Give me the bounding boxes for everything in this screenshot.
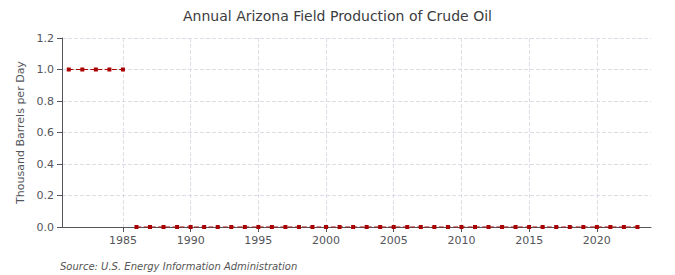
svg-text:Source: U.S. Energy Informatio: Source: U.S. Energy Information Administ…	[60, 261, 297, 272]
svg-text:0.6: 0.6	[37, 126, 55, 139]
svg-text:2020: 2020	[583, 234, 611, 247]
svg-text:0.8: 0.8	[37, 95, 55, 108]
svg-text:1.0: 1.0	[37, 63, 55, 76]
svg-text:1985: 1985	[109, 234, 137, 247]
svg-text:1.2: 1.2	[37, 32, 55, 45]
svg-text:2000: 2000	[312, 234, 340, 247]
svg-text:0.0: 0.0	[37, 221, 55, 234]
svg-text:0.2: 0.2	[37, 189, 55, 202]
svg-text:0.4: 0.4	[37, 158, 55, 171]
svg-text:Thousand Barrels per Day: Thousand Barrels per Day	[14, 61, 27, 205]
svg-text:1990: 1990	[177, 234, 205, 247]
svg-text:2005: 2005	[380, 234, 408, 247]
svg-text:2010: 2010	[447, 234, 475, 247]
svg-text:Annual Arizona Field Productio: Annual Arizona Field Production of Crude…	[183, 8, 492, 24]
svg-text:2015: 2015	[515, 234, 543, 247]
svg-text:1995: 1995	[244, 234, 272, 247]
